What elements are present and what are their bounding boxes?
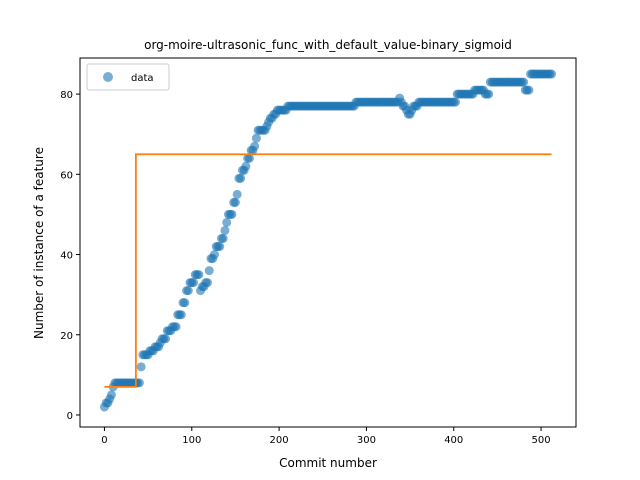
y-tick-label: 20 <box>60 331 73 342</box>
data-point <box>232 189 242 199</box>
data-point <box>241 161 251 171</box>
x-tick-label: 100 <box>182 435 201 446</box>
data-point <box>176 310 186 320</box>
data-point <box>215 242 225 252</box>
data-point <box>136 362 146 372</box>
data-point <box>547 69 557 79</box>
y-tick-label: 0 <box>67 411 73 422</box>
y-tick-label: 60 <box>60 170 73 181</box>
data-point <box>220 225 230 235</box>
fit-line <box>104 153 552 388</box>
data-point <box>202 278 212 288</box>
y-tick-label: 40 <box>60 251 73 262</box>
axes-frame <box>79 57 577 428</box>
legend-label-data: data <box>131 73 154 84</box>
data-point <box>209 250 219 260</box>
data-point <box>171 322 181 332</box>
legend: data <box>86 63 170 91</box>
data-point <box>250 141 260 151</box>
data-point <box>484 89 494 99</box>
data-point <box>519 77 529 87</box>
fit-line-series <box>104 153 552 388</box>
data-point <box>524 85 534 95</box>
data-point <box>161 334 171 344</box>
x-tick-label: 200 <box>270 435 289 446</box>
data-point <box>227 209 237 219</box>
legend-marker-data <box>103 72 113 82</box>
data-point <box>244 153 254 163</box>
chart-title: org-moire-ultrasonic_func_with_default_v… <box>144 38 512 52</box>
x-tick-label: 500 <box>532 435 551 446</box>
data-point <box>183 286 193 296</box>
x-tick-label: 400 <box>444 435 463 446</box>
scatter-series-data <box>99 69 557 412</box>
data-point <box>189 278 199 288</box>
y-tick-label: 80 <box>60 90 73 101</box>
x-tick-label: 0 <box>101 435 107 446</box>
axes: 0 100 200 300 400 500 0 20 40 60 80 <box>60 57 577 446</box>
data-point <box>222 217 232 227</box>
data-point <box>134 378 144 388</box>
data-point <box>450 97 460 107</box>
data-point <box>204 266 214 276</box>
data-point <box>230 197 240 207</box>
legend-box <box>86 63 170 91</box>
data-point <box>194 270 204 280</box>
data-point <box>218 233 228 243</box>
y-axis-label: Number of instance of a feature <box>32 147 46 339</box>
data-point <box>106 390 116 400</box>
x-tick-label: 300 <box>357 435 376 446</box>
x-axis-label: Commit number <box>279 456 377 470</box>
data-point <box>236 173 246 183</box>
data-point <box>180 298 190 308</box>
data-point <box>251 133 261 143</box>
